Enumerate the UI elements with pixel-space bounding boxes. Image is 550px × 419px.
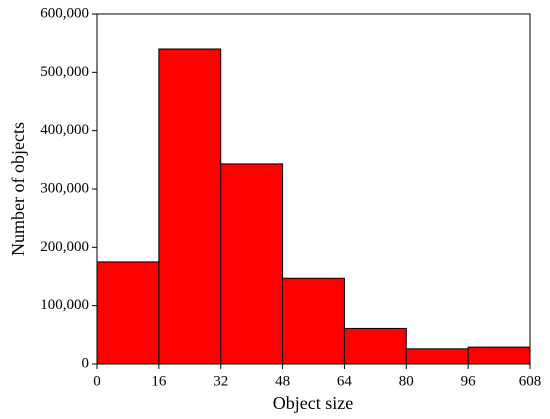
y-tick-label: 0 — [82, 355, 90, 371]
y-tick-label: 500,000 — [40, 64, 89, 80]
bar — [405, 348, 469, 365]
x-tick-label: 64 — [337, 373, 353, 389]
x-tick-label: 48 — [275, 373, 290, 389]
y-tick-label: 400,000 — [40, 122, 89, 138]
x-tick-label: 608 — [519, 373, 542, 389]
x-tick-label: 80 — [399, 373, 414, 389]
bar — [96, 261, 160, 365]
bar — [343, 327, 407, 365]
x-axis-title: Object size — [273, 393, 353, 413]
plot-frame — [96, 13, 531, 365]
y-tick-label: 200,000 — [40, 239, 89, 255]
y-tick-label: 300,000 — [40, 180, 89, 196]
x-tick-label: 0 — [93, 373, 101, 389]
bar — [158, 48, 222, 365]
y-tick-label: 100,000 — [40, 297, 89, 313]
y-tick-label: 600,000 — [40, 5, 89, 21]
bar — [220, 163, 284, 365]
x-tick-label: 96 — [461, 373, 477, 389]
x-tick-label: 32 — [213, 373, 228, 389]
y-axis-title: Number of objects — [8, 122, 28, 256]
x-tick-label: 16 — [151, 373, 167, 389]
bar — [282, 277, 345, 365]
bar — [467, 346, 531, 365]
